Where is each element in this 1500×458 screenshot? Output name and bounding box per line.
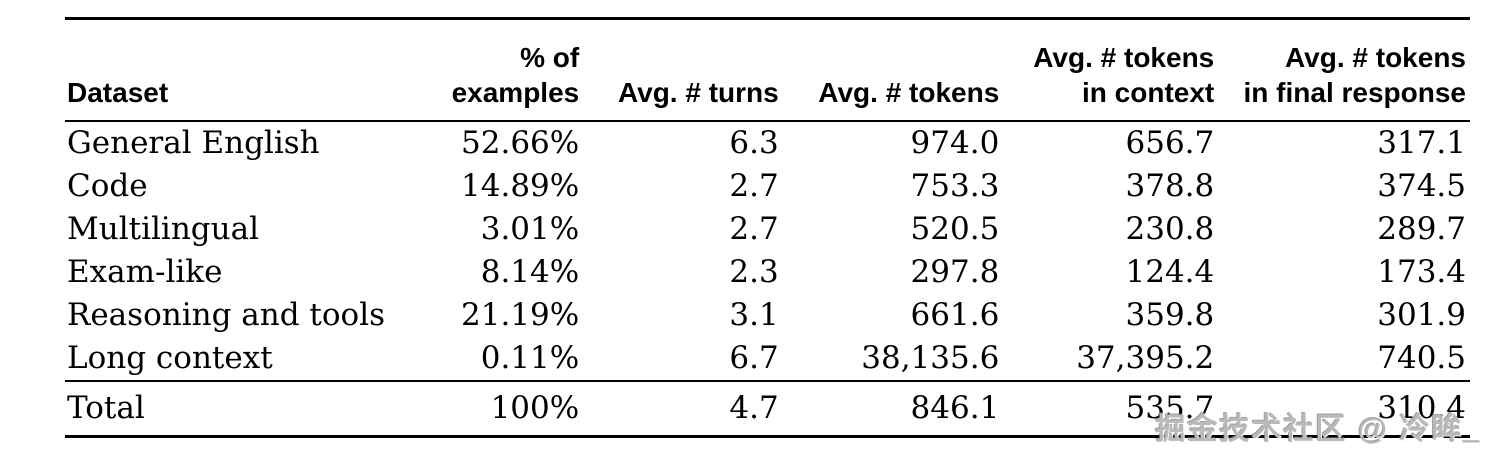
header-avg-tokens: Avg. # tokens (778, 18, 1000, 122)
cell-avg-turns: 2.3 (729, 254, 779, 290)
cell-avg-tokens-in-context: 230.8 (1125, 211, 1215, 247)
cell-avg-tokens-in-final-response: 289.7 (1377, 211, 1466, 247)
cell-avg-tokens-in-context: 359.8 (1125, 297, 1215, 333)
header-avg-turns: Avg. # turns (579, 18, 779, 122)
cell-avg-tokens-in-final-response: 374.5 (1377, 168, 1466, 204)
table-row: Long context 0.11% 6.7 38,135.6 37,395.2… (65, 337, 1470, 381)
header-line-bottom: Avg. # tokens (818, 77, 1000, 108)
cell-avg-tokens: 297.8 (910, 254, 1000, 290)
cell-pct-of-examples: 0.11% (480, 340, 580, 376)
table-row: Exam-like 8.14% 2.3 297.8 124.4 173.4 (65, 251, 1470, 294)
header-line-bottom: in context (1082, 77, 1215, 108)
cell-pct-of-examples: 3.01% (480, 211, 580, 247)
cell-avg-tokens-in-context: 535.7 (999, 380, 1215, 437)
header-avg-tokens-in-final-response: Avg. # tokens in final response (1214, 18, 1470, 122)
cell-avg-tokens: 520.5 (910, 211, 1000, 247)
header-line-bottom: % of examples (451, 42, 580, 108)
header-line-bottom: in final response (1243, 77, 1467, 108)
table-row: Multilingual 3.01% 2.7 520.5 230.8 289.7 (65, 208, 1470, 251)
header-line-bottom: Dataset (67, 77, 169, 108)
cell-dataset: Long context (67, 340, 273, 376)
table-row: General English 52.66% 6.3 974.0 656.7 3… (65, 121, 1470, 165)
cell-dataset: Reasoning and tools (67, 297, 386, 333)
cell-avg-tokens-in-final-response: 317.1 (1377, 125, 1466, 161)
cell-avg-tokens-in-final-response: 310.4 (1214, 380, 1470, 437)
table-body: General English 52.66% 6.3 974.0 656.7 3… (65, 121, 1470, 381)
cell-pct-of-examples: 21.19% (461, 297, 580, 333)
cell-avg-tokens-in-final-response: 173.4 (1377, 254, 1466, 290)
cell-avg-tokens: 38,135.6 (861, 340, 1000, 376)
cell-pct-of-examples: 100% (389, 380, 580, 437)
header-line-top: Avg. # tokens (1033, 42, 1215, 73)
header-pct-of-examples: % of examples (389, 18, 580, 122)
header-dataset: Dataset (65, 18, 390, 122)
cell-avg-turns: 6.7 (729, 340, 779, 376)
header-row: Dataset % of examples Avg. # turns Avg. … (65, 18, 1470, 122)
table-row: Code 14.89% 2.7 753.3 378.8 374.5 (65, 165, 1470, 208)
table-footer: Total 100% 4.7 846.1 535.7 310.4 (65, 380, 1470, 437)
cell-avg-turns: 6.3 (729, 125, 779, 161)
cell-avg-tokens: 846.1 (778, 380, 1000, 437)
cell-avg-tokens-in-final-response: 740.5 (1377, 340, 1466, 376)
header-line-top: Avg. # tokens (1284, 42, 1466, 73)
header-line-bottom: Avg. # turns (617, 77, 779, 108)
cell-avg-turns: 2.7 (729, 211, 779, 247)
cell-dataset: General English (67, 125, 320, 161)
dataset-statistics-table: Dataset % of examples Avg. # turns Avg. … (65, 17, 1470, 438)
cell-avg-tokens-in-context: 124.4 (1125, 254, 1215, 290)
cell-pct-of-examples: 52.66% (461, 125, 580, 161)
cell-avg-turns: 2.7 (729, 168, 779, 204)
cell-avg-tokens-in-context: 37,395.2 (1076, 340, 1215, 376)
cell-pct-of-examples: 8.14% (480, 254, 580, 290)
cell-avg-turns: 3.1 (729, 297, 779, 333)
table-header: Dataset % of examples Avg. # turns Avg. … (65, 18, 1470, 122)
data-table: Dataset % of examples Avg. # turns Avg. … (65, 17, 1470, 438)
total-row: Total 100% 4.7 846.1 535.7 310.4 (65, 380, 1470, 437)
cell-avg-tokens: 974.0 (910, 125, 1000, 161)
cell-dataset: Code (67, 168, 148, 204)
cell-avg-tokens-in-context: 378.8 (1125, 168, 1215, 204)
cell-dataset: Exam-like (67, 254, 223, 290)
header-avg-tokens-in-context: Avg. # tokens in context (999, 18, 1215, 122)
cell-avg-turns: 4.7 (579, 380, 779, 437)
cell-dataset: Multilingual (67, 211, 259, 247)
table-row: Reasoning and tools 21.19% 3.1 661.6 359… (65, 294, 1470, 337)
cell-avg-tokens: 753.3 (910, 168, 1000, 204)
cell-pct-of-examples: 14.89% (461, 168, 580, 204)
cell-avg-tokens: 661.6 (910, 297, 1000, 333)
cell-dataset: Total (65, 380, 390, 437)
cell-avg-tokens-in-final-response: 301.9 (1377, 297, 1466, 333)
cell-avg-tokens-in-context: 656.7 (1125, 125, 1215, 161)
